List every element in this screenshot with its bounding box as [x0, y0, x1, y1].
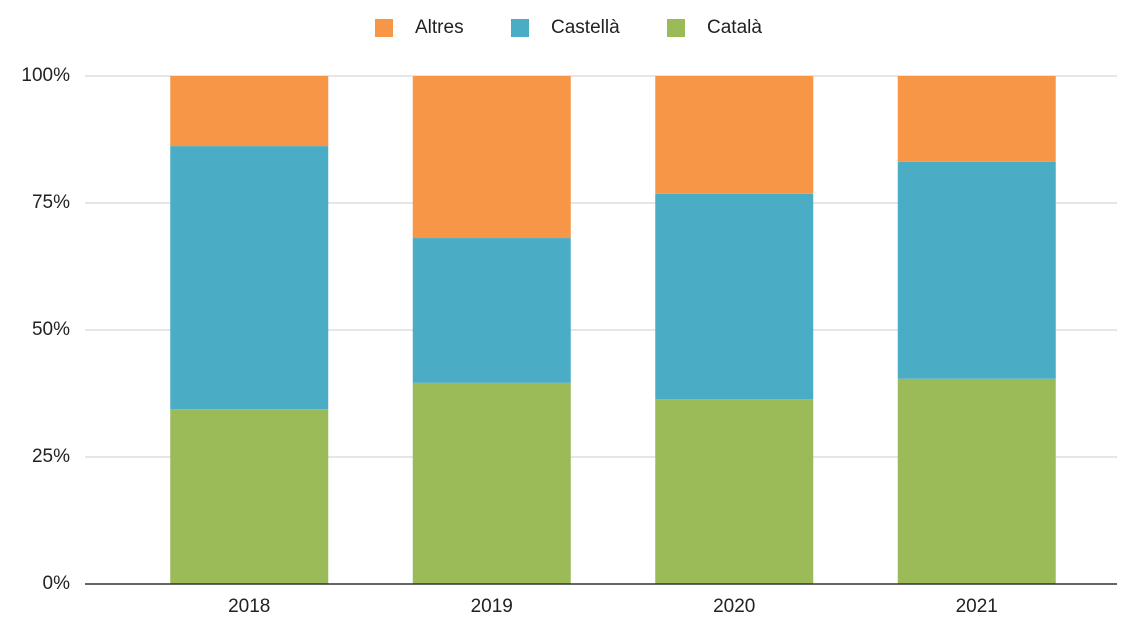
bar-segment [897, 378, 1056, 584]
bar-segment [170, 409, 329, 584]
x-tick-label: 2020 [713, 596, 755, 617]
y-tick-label: 100% [21, 65, 70, 86]
x-tick-label: 2021 [956, 596, 998, 617]
x-tick-label: 2018 [228, 596, 270, 617]
legend-swatch [511, 19, 529, 37]
bar-segment [897, 161, 1056, 379]
bar-segment [655, 76, 814, 194]
y-tick-label: 25% [32, 446, 70, 467]
y-tick-label: 75% [32, 192, 70, 213]
bar-segment [170, 76, 329, 147]
bar-segment [412, 382, 571, 584]
bar-segment [412, 76, 571, 239]
legend-label: Castellà [551, 17, 620, 38]
legend-swatch [375, 19, 393, 37]
legend-label: Altres [415, 17, 464, 38]
bar-segment [170, 146, 329, 410]
bar-segment [655, 193, 814, 400]
y-tick-label: 50% [32, 319, 70, 340]
bar-segment [655, 399, 814, 584]
y-tick-label: 0% [43, 573, 71, 594]
bar-segment [897, 76, 1056, 162]
legend-swatch [667, 19, 685, 37]
legend-label: Català [707, 17, 762, 38]
bar-segment [412, 238, 571, 383]
x-tick-label: 2019 [471, 596, 513, 617]
